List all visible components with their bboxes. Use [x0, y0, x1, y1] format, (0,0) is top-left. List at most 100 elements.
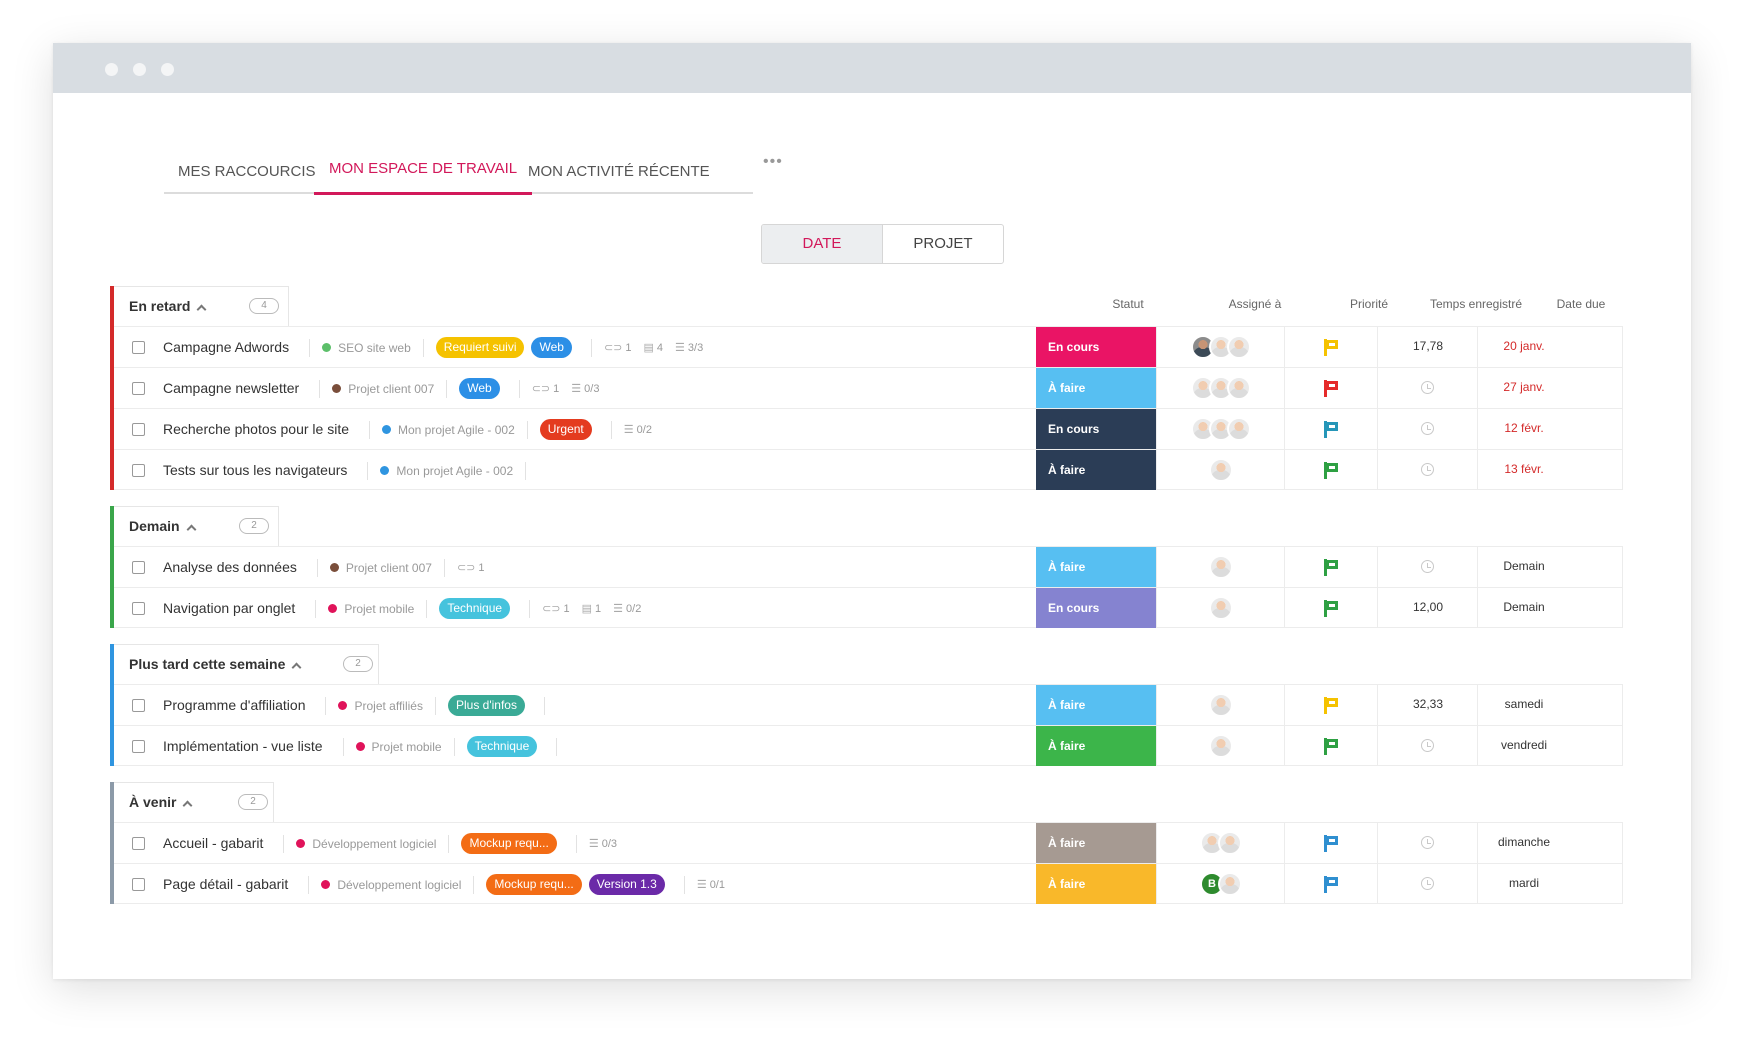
task-tag[interactable]: Web	[459, 378, 500, 399]
task-tag[interactable]: Web	[531, 337, 572, 358]
task-checkbox[interactable]	[132, 837, 145, 850]
task-name[interactable]: Analyse des données	[163, 559, 297, 575]
section-title[interactable]: En retard	[129, 298, 207, 315]
task-row[interactable]: Tests sur tous les navigateurs Mon projet…	[114, 449, 1623, 490]
status-badge[interactable]: À faire	[1036, 368, 1156, 408]
window-minimize-dot[interactable]	[133, 63, 146, 76]
assignee-avatars[interactable]	[1191, 417, 1251, 441]
project-name[interactable]: SEO site web	[338, 340, 411, 355]
chevron-up-icon[interactable]	[186, 524, 197, 535]
task-row[interactable]: Campagne newsletter Projet client 007 Web ⊂…	[114, 367, 1623, 408]
avatar[interactable]	[1227, 417, 1251, 441]
task-checkbox[interactable]	[132, 561, 145, 574]
section-header[interactable]: En retard 4	[114, 286, 289, 326]
timer-icon[interactable]	[1421, 877, 1434, 890]
priority-flag-icon[interactable]	[1323, 380, 1339, 397]
timer-icon[interactable]	[1421, 560, 1434, 573]
assignee-avatars[interactable]	[1209, 734, 1233, 758]
more-options-icon[interactable]: •••	[763, 153, 783, 170]
task-name[interactable]: Accueil - gabarit	[163, 835, 264, 851]
status-badge[interactable]: À faire	[1036, 864, 1156, 904]
task-row[interactable]: Recherche photos pour le site Mon projet …	[114, 408, 1623, 449]
status-badge[interactable]: En cours	[1036, 409, 1156, 449]
assignee-avatars[interactable]	[1209, 555, 1233, 579]
project-name[interactable]: Projet client 007	[345, 560, 432, 575]
task-tag[interactable]: Technique	[466, 736, 538, 757]
priority-flag-icon[interactable]	[1323, 559, 1339, 576]
task-name[interactable]: Tests sur tous les navigateurs	[163, 462, 348, 478]
task-tag[interactable]: Mockup requ...	[486, 874, 582, 895]
task-checkbox[interactable]	[132, 699, 145, 712]
task-checkbox[interactable]	[132, 464, 145, 477]
section-header[interactable]: Plus tard cette semaine 2	[114, 644, 379, 684]
task-tag[interactable]: Version 1.3	[588, 874, 665, 895]
task-name[interactable]: Campagne newsletter	[163, 380, 300, 396]
section-title[interactable]: À venir	[129, 794, 193, 811]
status-badge[interactable]: À faire	[1036, 823, 1156, 863]
avatar[interactable]	[1209, 335, 1233, 359]
project-name[interactable]: Projet client 007	[348, 381, 435, 396]
status-badge[interactable]: À faire	[1036, 450, 1156, 490]
status-badge[interactable]: À faire	[1036, 685, 1156, 725]
priority-flag-icon[interactable]	[1323, 462, 1339, 479]
task-row[interactable]: Implémentation - vue liste Projet mobile T…	[114, 725, 1623, 766]
section-header[interactable]: Demain 2	[114, 506, 279, 546]
assignee-avatars[interactable]	[1191, 376, 1251, 400]
task-tag[interactable]: Urgent	[539, 419, 592, 440]
avatar[interactable]	[1227, 335, 1251, 359]
avatar[interactable]	[1200, 831, 1224, 855]
task-checkbox[interactable]	[132, 341, 145, 354]
task-row[interactable]: Programme d'affiliation Projet affiliés Pl…	[114, 684, 1623, 725]
assignee-avatars[interactable]	[1209, 693, 1233, 717]
window-maximize-dot[interactable]	[161, 63, 174, 76]
task-tag[interactable]: Plus d'infos	[447, 695, 525, 716]
task-tag[interactable]: Requiert suivi	[435, 337, 525, 358]
task-name[interactable]: Campagne Adwords	[163, 339, 290, 355]
task-row[interactable]: Page détail - gabarit Développement logic…	[114, 863, 1623, 904]
task-row[interactable]: Navigation par onglet Projet mobile Techni…	[114, 587, 1623, 628]
priority-flag-icon[interactable]	[1323, 339, 1339, 356]
task-tag[interactable]: Mockup requ...	[461, 833, 557, 854]
avatar[interactable]	[1191, 417, 1215, 441]
status-badge[interactable]: À faire	[1036, 726, 1156, 766]
avatar[interactable]	[1218, 872, 1242, 896]
tab-shortcuts[interactable]: MES RACCOURCIS	[178, 163, 316, 180]
tab-recent-activity[interactable]: MON ACTIVITÉ RÉCENTE	[528, 163, 710, 180]
task-checkbox[interactable]	[132, 740, 145, 753]
task-name[interactable]: Page détail - gabarit	[163, 876, 289, 892]
priority-flag-icon[interactable]	[1323, 697, 1339, 714]
status-badge[interactable]: En cours	[1036, 327, 1156, 367]
section-title[interactable]: Plus tard cette semaine	[129, 656, 302, 673]
avatar[interactable]	[1209, 734, 1233, 758]
status-badge[interactable]: En cours	[1036, 588, 1156, 628]
avatar[interactable]	[1209, 458, 1233, 482]
project-name[interactable]: Projet mobile	[371, 739, 442, 754]
task-name[interactable]: Implémentation - vue liste	[163, 738, 323, 754]
task-row[interactable]: Campagne Adwords SEO site web Requiert sui…	[114, 326, 1623, 367]
project-name[interactable]: Développement logiciel	[337, 877, 462, 892]
section-header[interactable]: À venir 2	[114, 782, 274, 822]
timer-icon[interactable]	[1421, 422, 1434, 435]
project-name[interactable]: Développement logiciel	[312, 836, 437, 851]
project-name[interactable]: Mon projet Agile - 002	[396, 463, 514, 478]
view-by-project-button[interactable]: PROJET	[913, 235, 973, 252]
assignee-avatars[interactable]	[1200, 831, 1242, 855]
chevron-up-icon[interactable]	[197, 304, 207, 315]
priority-flag-icon[interactable]	[1323, 876, 1339, 893]
assignee-avatars[interactable]	[1209, 596, 1233, 620]
status-badge[interactable]: À faire	[1036, 547, 1156, 587]
priority-flag-icon[interactable]	[1323, 738, 1339, 755]
timer-icon[interactable]	[1421, 463, 1434, 476]
project-name[interactable]: Projet mobile	[344, 601, 415, 616]
avatar[interactable]	[1209, 596, 1233, 620]
view-by-date-button[interactable]: DATE	[762, 225, 883, 263]
task-row[interactable]: Analyse des données Projet client 007 ⊂⊃ 1 À…	[114, 546, 1623, 587]
assignee-avatars[interactable]	[1209, 458, 1233, 482]
avatar[interactable]	[1218, 831, 1242, 855]
project-name[interactable]: Mon projet Agile - 002	[398, 422, 515, 437]
timer-icon[interactable]	[1421, 739, 1434, 752]
avatar[interactable]	[1191, 376, 1215, 400]
window-close-dot[interactable]	[105, 63, 118, 76]
priority-flag-icon[interactable]	[1323, 600, 1339, 617]
chevron-up-icon[interactable]	[183, 800, 193, 811]
